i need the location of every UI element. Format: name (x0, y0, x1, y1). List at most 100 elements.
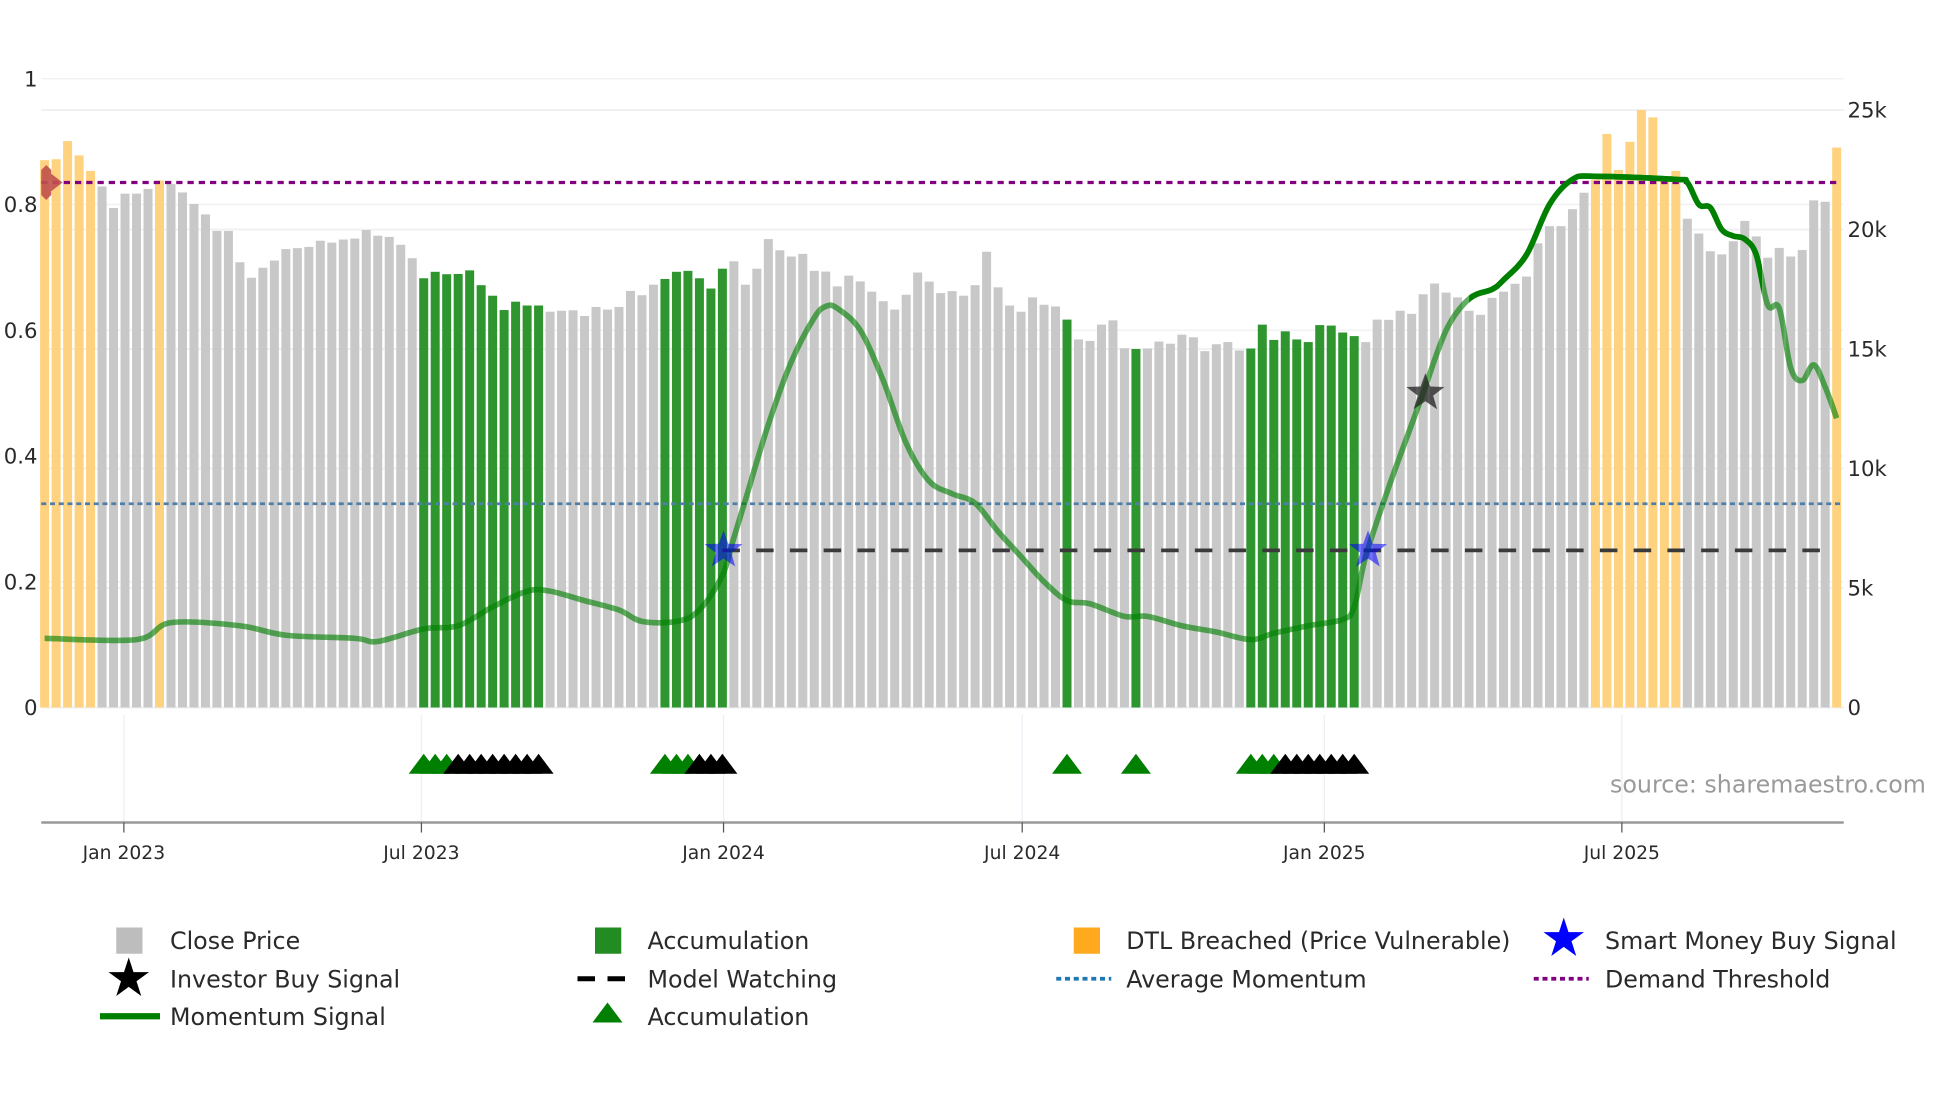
legend-item-investor-buy[interactable]: Investor Buy Signal (108, 957, 401, 997)
close-price-bar (993, 287, 1003, 708)
accumulation-bar (430, 271, 440, 708)
close-price-bar (1430, 283, 1440, 708)
start-marker-icon (41, 165, 63, 201)
left-axis-tick-label: 0.4 (4, 445, 38, 470)
close-price-bar (189, 203, 199, 708)
legend-item-close-price[interactable]: Close Price (116, 927, 300, 955)
close-price-bar (120, 193, 130, 708)
legend-item-demand-threshold[interactable]: Demand Threshold (1533, 966, 1831, 994)
close-price-bar (373, 235, 383, 708)
dtl-breached-bar (1602, 133, 1612, 708)
signal-markers (704, 373, 1445, 567)
dtl-breached-bar (1613, 169, 1623, 708)
accumulation-bar (1246, 348, 1256, 708)
close-price-swatch (116, 927, 143, 954)
accumulation-bar (717, 268, 727, 708)
close-price-bar (1074, 339, 1083, 708)
close-price-bar (407, 258, 417, 708)
close-price-bar (1096, 324, 1106, 708)
close-price-bar (1786, 256, 1796, 708)
close-price-bar (844, 275, 854, 708)
close-price-bar (603, 309, 613, 708)
accumulation-triangle-green (1052, 753, 1083, 774)
close-price-bar (1820, 201, 1830, 708)
dtl-swatch (1073, 927, 1100, 954)
close-price-bar (1499, 291, 1509, 708)
legend-item-accumulation-marker[interactable]: Accumulation (592, 1002, 810, 1032)
investor-buy-star-icon (1406, 373, 1445, 410)
dtl-breached-bar (1636, 110, 1646, 708)
close-price-bar (1774, 247, 1784, 708)
legend-label: Demand Threshold (1605, 966, 1830, 994)
close-price-bar (545, 311, 555, 708)
dtl-breached-bar (86, 170, 96, 708)
right-axis-tick-label: 20k (1848, 218, 1888, 243)
close-price-bar (1705, 251, 1715, 708)
blue-star-icon (1543, 917, 1584, 956)
accumulation-bar (488, 295, 498, 708)
close-price-bar (580, 316, 590, 708)
close-price-bar (752, 268, 762, 708)
legend-label: Model Watching (648, 966, 838, 994)
accumulation-bar (499, 310, 509, 708)
left-axis-tick-label: 0.8 (4, 193, 38, 218)
right-axis-tick-label: 15k (1848, 338, 1888, 363)
legend-label: Accumulation (648, 927, 810, 955)
close-price-bar (1441, 292, 1451, 708)
close-price-bar (212, 230, 222, 708)
legend-label: Accumulation (648, 1003, 810, 1031)
close-price-bar (614, 306, 624, 708)
close-price-bar (729, 261, 739, 708)
x-axis-tick-label: Jul 2024 (983, 843, 1060, 864)
legend-item-accumulation-bar[interactable]: Accumulation (595, 927, 809, 955)
accumulation-bar (1326, 325, 1336, 708)
accumulation-bar (706, 288, 716, 708)
legend-item-dtl-breached[interactable]: DTL Breached (Price Vulnerable) (1073, 927, 1511, 955)
close-price-bar (1142, 348, 1152, 708)
accumulation-bar (694, 278, 704, 708)
close-price-bar (1476, 314, 1486, 708)
close-price-bar (1763, 257, 1773, 708)
close-price-bar (557, 310, 567, 708)
close-price-bar (1016, 311, 1026, 708)
legend-item-smart-money[interactable]: Smart Money Buy Signal (1543, 917, 1897, 957)
close-price-bar (1728, 241, 1738, 708)
dtl-breached-bar (1648, 117, 1658, 708)
close-price-bar (1200, 351, 1210, 708)
accumulation-bar (522, 305, 532, 708)
close-price-bar (568, 310, 578, 708)
close-price-bar (223, 230, 233, 708)
lower-panel (408, 753, 1370, 774)
close-price-bar (338, 239, 348, 708)
close-price-bar (924, 281, 934, 708)
accumulation-bar (476, 285, 486, 708)
close-price-bar (1407, 313, 1417, 708)
close-price-bar (901, 294, 911, 708)
close-price-bar (109, 207, 119, 708)
legend-item-momentum-signal[interactable]: Momentum Signal (100, 1003, 386, 1031)
legend-item-average-momentum[interactable]: Average Momentum (1056, 966, 1367, 994)
dtl-breached-bar (40, 160, 50, 708)
close-price-bar (1085, 340, 1095, 708)
right-axis-tick-label: 10k (1848, 457, 1888, 482)
accumulation-bar (453, 273, 463, 708)
left-axis-tick-label: 0.2 (4, 570, 38, 595)
x-axis-tick-label: Jan 2023 (82, 843, 166, 864)
close-price-bar (1556, 226, 1566, 708)
dtl-breached-bar (1659, 179, 1669, 708)
close-price-bar (1211, 344, 1221, 708)
accumulation-triangle-black (523, 753, 554, 774)
close-price-bar (166, 184, 176, 708)
smart-money-star-icon (704, 530, 743, 567)
legend-item-model-watching[interactable]: Model Watching (577, 966, 838, 994)
accumulation-bar (671, 271, 681, 708)
accumulation-bar (1269, 339, 1279, 708)
accumulation-bar (683, 270, 693, 708)
close-price-bar (1418, 294, 1428, 708)
close-price-bar (1522, 276, 1532, 708)
close-price-bar (1395, 310, 1405, 708)
close-price-bar (384, 236, 394, 708)
x-axis-tick-label: Jul 2025 (1583, 843, 1660, 864)
close-price-bar (1177, 334, 1187, 708)
